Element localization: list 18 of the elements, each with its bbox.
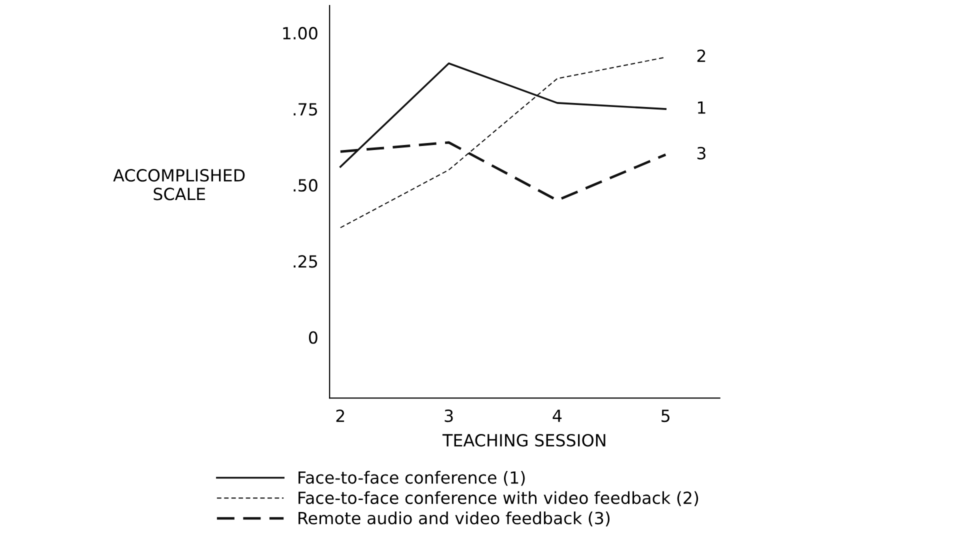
line-series xyxy=(340,56,666,228)
legend-label: Face-to-face conference (1) xyxy=(298,470,525,486)
legend-label: Face-to-face conference with video feedback (2) xyxy=(298,491,698,506)
annotation: 1 xyxy=(698,101,706,114)
x-tick-label: 2 xyxy=(336,410,344,422)
x-axis-title: TEACHING SESSION xyxy=(442,434,606,447)
y-axis-title: ACCOMPLISHED SCALE xyxy=(113,169,245,200)
annotation: 3 xyxy=(697,146,706,160)
y-tick-label: .75 xyxy=(294,103,318,116)
y-tick-label: .25 xyxy=(294,255,318,268)
x-tick-label: 4 xyxy=(552,410,562,422)
x-tick-label: 3 xyxy=(444,410,453,422)
annotation: 2 xyxy=(697,50,706,62)
y-tick-label: .50 xyxy=(294,179,318,192)
x-tick-label: 5 xyxy=(662,410,670,422)
y-tick-label: 0 xyxy=(308,331,318,344)
y-tick-label: 1.00 xyxy=(283,26,318,40)
legend-label: Remote audio and video feedback (3) xyxy=(298,512,610,526)
